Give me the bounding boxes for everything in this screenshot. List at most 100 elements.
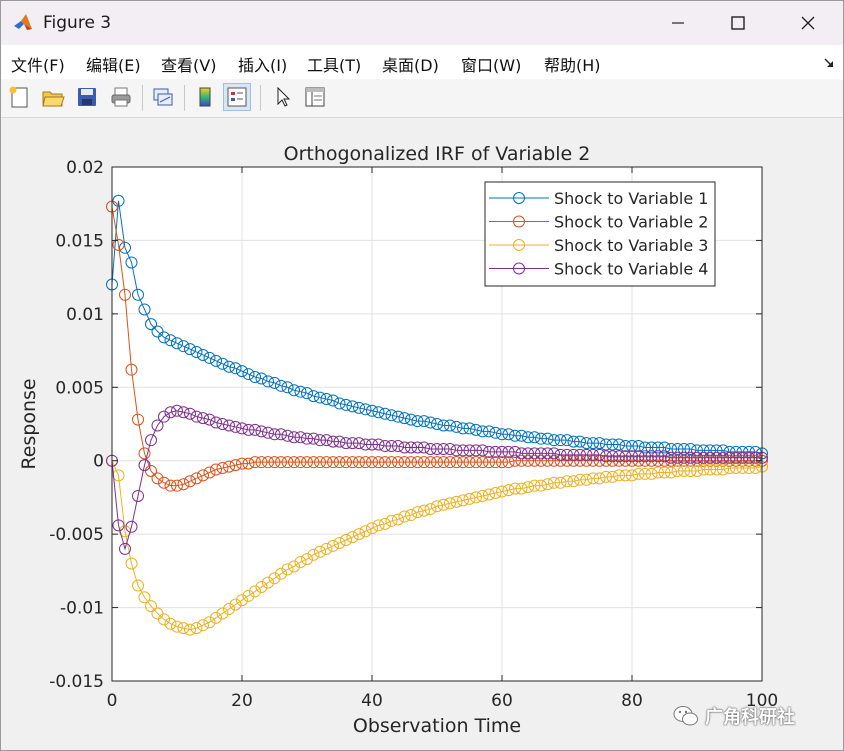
data-point — [652, 450, 664, 463]
data-point — [600, 470, 612, 483]
data-point — [424, 503, 437, 516]
data-point — [353, 437, 365, 450]
data-point — [639, 467, 651, 480]
data-point — [704, 451, 716, 464]
data-point — [522, 454, 534, 467]
data-point — [262, 375, 274, 388]
data-point — [470, 423, 482, 436]
data-point — [697, 444, 710, 457]
data-point — [567, 475, 580, 488]
data-point — [359, 438, 372, 451]
data-point — [697, 451, 710, 464]
data-point — [125, 520, 138, 533]
legend-marker — [513, 239, 525, 251]
new-figure-button[interactable] — [5, 83, 33, 111]
menu-edit[interactable]: 编辑(E) — [86, 56, 141, 75]
data-point — [203, 351, 216, 364]
data-point — [340, 398, 352, 411]
data-point — [171, 620, 183, 633]
data-point — [678, 454, 690, 467]
data-point — [197, 469, 209, 482]
colorbar-icon — [199, 87, 211, 107]
data-point — [606, 450, 619, 463]
data-point — [587, 472, 599, 485]
data-point — [418, 504, 430, 517]
data-point — [327, 394, 339, 407]
data-point — [710, 451, 723, 464]
data-point — [379, 407, 391, 420]
colorbar-button[interactable] — [191, 83, 219, 111]
data-point — [301, 387, 313, 400]
data-point — [366, 438, 378, 451]
data-point — [736, 451, 749, 464]
toolbar-separator — [184, 85, 185, 111]
data-point — [405, 441, 417, 454]
data-point — [619, 450, 632, 463]
data-point — [145, 600, 157, 613]
data-point — [229, 598, 242, 611]
data-point — [184, 407, 196, 420]
property-inspector-button[interactable] — [301, 83, 329, 111]
data-point — [320, 542, 333, 555]
minimize-button[interactable] — [655, 1, 701, 45]
data-point — [613, 450, 625, 463]
data-point — [405, 456, 417, 469]
menu-view[interactable]: 查看(V) — [161, 56, 217, 75]
data-point — [424, 442, 437, 455]
data-point — [580, 448, 593, 461]
data-point — [346, 400, 359, 413]
data-point — [489, 445, 502, 458]
data-point — [132, 489, 144, 502]
close-button[interactable] — [785, 1, 831, 45]
data-point — [606, 438, 619, 451]
x-tick-label: 80 — [621, 691, 643, 711]
menu-file[interactable]: 文件(F) — [11, 56, 65, 75]
data-point — [229, 362, 242, 375]
data-point — [275, 456, 287, 469]
data-point — [509, 482, 521, 495]
data-point — [340, 437, 352, 450]
maximize-button[interactable] — [715, 1, 761, 45]
data-point — [730, 451, 742, 464]
data-point — [372, 438, 385, 451]
axes-box — [111, 166, 763, 682]
save-button[interactable] — [73, 83, 101, 111]
data-point — [320, 456, 333, 469]
data-point — [333, 397, 346, 410]
x-tick-label: 100 — [746, 691, 778, 711]
data-point — [606, 470, 619, 483]
menu-desktop[interactable]: 桌面(D) — [382, 56, 439, 75]
matlab-logo-icon — [14, 14, 32, 30]
data-point — [567, 448, 580, 461]
maximize-icon — [731, 16, 745, 30]
legend-button[interactable] — [223, 83, 251, 111]
y-tick-label: 0.005 — [55, 378, 104, 398]
x-axis-label: Observation Time — [353, 715, 521, 737]
data-point — [730, 454, 742, 467]
data-point — [613, 469, 625, 482]
menu-insert[interactable]: 插入(I) — [238, 56, 288, 75]
y-tick-label: 0.02 — [66, 158, 104, 178]
data-point — [398, 441, 411, 454]
data-point — [119, 542, 131, 555]
data-point — [444, 456, 456, 469]
menu-tools[interactable]: 工具(T) — [307, 56, 362, 75]
chart-svg[interactable]: 0 20 40 60 80 100 -0.015 -0.01 -0.005 0 0.005 0.01 0… — [1, 118, 843, 750]
data-point — [684, 442, 697, 455]
title-bar: Figure 3 — [1, 1, 843, 45]
data-point — [281, 563, 294, 576]
link-plot-button[interactable] — [149, 83, 177, 111]
data-point — [392, 513, 404, 526]
edit-plot-button[interactable] — [269, 83, 297, 111]
data-point — [288, 560, 300, 573]
menu-window[interactable]: 窗口(W) — [461, 56, 522, 75]
print-button[interactable] — [107, 83, 135, 111]
open-file-button[interactable] — [39, 83, 67, 111]
data-point — [626, 440, 638, 453]
dock-arrow-icon[interactable] — [823, 57, 835, 69]
menu-help[interactable]: 帮助(H) — [544, 56, 601, 75]
data-point — [184, 623, 196, 636]
legend-marker — [513, 192, 525, 204]
data-point — [177, 622, 190, 635]
data-point — [678, 451, 690, 464]
